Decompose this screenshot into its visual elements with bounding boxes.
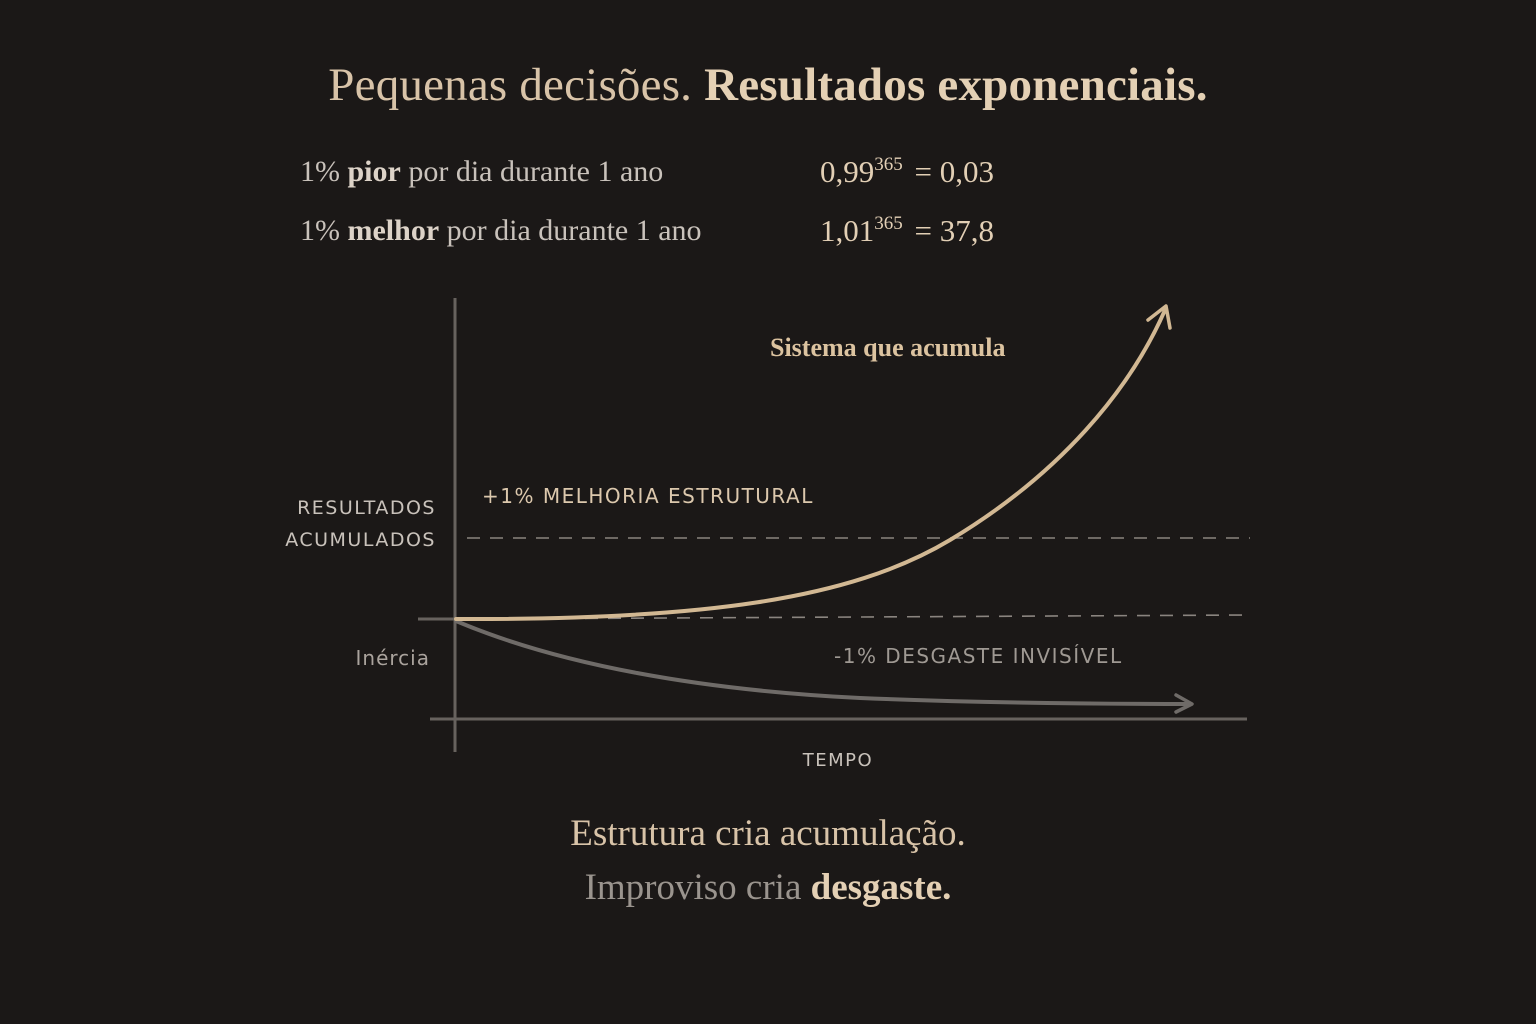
reference-dashed-line-baseline [469,614,1251,620]
y-axis-label-line-2: ACUMULADOS [285,529,436,551]
decline-curve [454,619,1192,706]
headline-part-2: Resultados exponenciais. [704,59,1208,111]
equation-worse-suffix: por dia durante 1 ano [408,155,664,188]
formula-worse: 0,99365 = 0,03 [820,154,994,190]
headline: Pequenas decisões. Resultados exponencia… [0,58,1536,112]
equation-worse-prefix: 1% [300,155,340,188]
formula-worse-result: = 0,03 [914,154,994,189]
footer-line-2-plain: Improviso cria [584,867,802,908]
equation-better-keyword: melhor [347,214,440,247]
formula-better-base: 1,01 [820,213,875,248]
growth-curve [454,308,1167,622]
formula-better-exponent: 365 [874,213,903,234]
y-axis-label-line-1: RESULTADOS [297,497,436,519]
footer-line-2: Improviso cria desgaste. [0,866,1536,909]
growth-arrowhead [1146,304,1172,330]
decline-arrowhead [1174,693,1194,714]
equation-better-text: 1% melhor por dia durante 1 ano [300,214,702,248]
formula-worse-exponent: 365 [874,154,903,175]
baseline-label: Inércia [356,646,430,670]
formula-better: 1,01365 = 37,8 [820,213,994,249]
equation-worse-keyword: pior [347,155,401,188]
formula-worse-base: 0,99 [820,154,875,189]
growth-annotation: +1% MELHORIA ESTRUTURAL [482,484,814,508]
headline-part-1: Pequenas decisões. [328,59,693,111]
formula-better-result: = 37,8 [914,213,994,248]
decline-annotation: -1% DESGASTE INVISÍVEL [834,644,1123,668]
equation-better-suffix: por dia durante 1 ano [446,214,702,247]
x-axis-label: TEMPO [802,750,873,771]
equation-worse-text: 1% pior por dia durante 1 ano [300,155,663,189]
footer-line-2-bold: desgaste. [810,867,952,908]
footer-line-1: Estrutura cria acumulação. [570,813,966,854]
growth-curve-label: Sistema que acumula [770,333,1005,362]
equation-better-prefix: 1% [300,214,340,247]
